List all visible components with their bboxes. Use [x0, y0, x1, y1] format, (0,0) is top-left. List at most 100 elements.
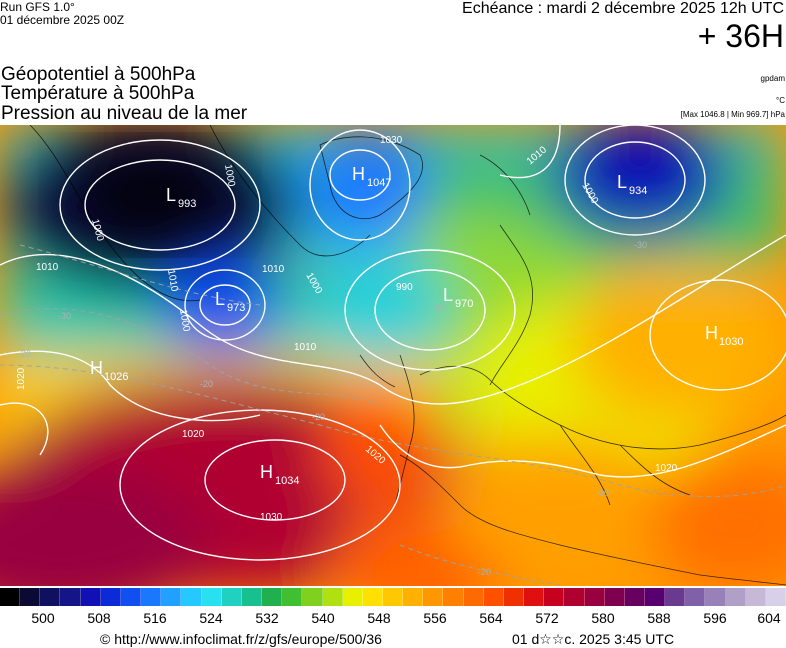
- svg-text:H: H: [260, 462, 273, 482]
- colorbar-swatch: [382, 588, 404, 606]
- high-center: H 1047: [352, 164, 391, 189]
- isotherms: [0, 244, 786, 586]
- generation-time: 01 d☆☆c. 2025 3:45 UTC: [512, 631, 675, 647]
- high-center: H 1030: [705, 323, 743, 348]
- colorbar-tick: 532: [255, 610, 279, 626]
- run-date: 01 décembre 2025 00Z: [0, 13, 125, 27]
- layer-title-geopotential: Géopotentiel à 500hPa: [1, 64, 196, 85]
- isotherm-label: -20: [312, 412, 325, 422]
- colorbar-swatch: [584, 588, 605, 606]
- colorbar-swatch: [262, 588, 283, 606]
- colorbar-swatch: [221, 588, 242, 606]
- colorbar-swatch: [302, 588, 323, 606]
- isotherm-label: -20: [596, 488, 609, 498]
- colorbar-tick: 524: [199, 610, 223, 626]
- svg-text:H: H: [705, 323, 718, 343]
- unit-temperature: °C: [776, 96, 785, 105]
- svg-text:1047: 1047: [367, 177, 391, 189]
- svg-text:L: L: [215, 289, 225, 309]
- colorbar-swatch: [20, 588, 41, 606]
- svg-text:934: 934: [629, 185, 647, 197]
- colorbar-swatch: [725, 588, 746, 606]
- isobar-label: 1030: [260, 512, 283, 523]
- colorbar-swatch: [624, 588, 645, 606]
- colorbar-tick: 580: [591, 610, 615, 626]
- colorbar-swatch: [403, 588, 424, 606]
- colorbar-tick: 588: [647, 610, 671, 626]
- isobar-label: 1020: [16, 367, 27, 390]
- isobar-label: 1010: [294, 342, 317, 353]
- low-center: L 973: [215, 289, 245, 314]
- isobars: [0, 125, 786, 561]
- layer-title-pressure: Pression au niveau de la mer: [1, 103, 248, 124]
- high-center: H 1026: [90, 358, 128, 383]
- colorbar-swatch: [161, 588, 182, 606]
- colorbar-swatch: [524, 588, 545, 606]
- low-center: L 934: [617, 172, 647, 197]
- colorbar-swatch: [201, 588, 222, 606]
- forecast-valid-time: Echéance : mardi 2 décembre 2025 12h UTC: [462, 0, 784, 17]
- colorbar-swatch: [463, 588, 484, 606]
- svg-text:973: 973: [227, 302, 245, 314]
- colorbar-swatch: [443, 588, 464, 606]
- svg-text:L: L: [617, 172, 627, 192]
- colorbar: [0, 588, 786, 606]
- colorbar-swatch: [362, 588, 383, 606]
- colorbar-swatch: [141, 588, 162, 606]
- colorbar-tick: 556: [423, 610, 447, 626]
- colorbar-swatch: [745, 588, 766, 606]
- colorbar-swatch: [0, 588, 21, 606]
- high-center: H 1034: [260, 462, 299, 487]
- layer-title-temperature: Température à 500hPa: [1, 83, 195, 104]
- pressure-range: [Max 1046.8 | Min 969.7] hPa: [680, 110, 785, 119]
- colorbar-swatch: [765, 588, 786, 606]
- isobar-label: 1020: [655, 463, 678, 474]
- isotherm-label: -20: [200, 379, 213, 389]
- isobar-label: 990: [396, 282, 413, 293]
- colorbar-swatch: [604, 588, 625, 606]
- colorbar-tick: 604: [757, 610, 781, 626]
- colorbar-swatch: [705, 588, 726, 606]
- isobar-label: 1030: [380, 135, 403, 146]
- colorbar-swatch: [282, 588, 303, 606]
- colorbar-swatch: [100, 588, 121, 606]
- colorbar-tick: 516: [143, 610, 167, 626]
- colorbar-swatch: [665, 588, 686, 606]
- svg-text:1030: 1030: [719, 336, 743, 348]
- weather-map: 1000 1000 1000 1010 1010 1010 1030 990 1…: [0, 125, 786, 586]
- isobar-label: 1010: [36, 262, 59, 273]
- colorbar-swatch: [423, 588, 444, 606]
- isotherm-label: -30: [432, 303, 445, 313]
- svg-text:L: L: [443, 285, 453, 305]
- colorbar-ticks: 500 508 516 524 532 540 548 556 564 572 …: [0, 610, 786, 626]
- colorbar-swatch: [544, 588, 565, 606]
- svg-text:1034: 1034: [275, 475, 299, 487]
- colorbar-swatch: [685, 588, 706, 606]
- svg-text:1026: 1026: [104, 371, 128, 383]
- isotherm-label: -30: [634, 240, 647, 250]
- colorbar-swatch: [181, 588, 202, 606]
- colorbar-swatch: [322, 588, 343, 606]
- colorbar-tick: 508: [87, 610, 111, 626]
- isotherm-label: -20: [18, 349, 31, 359]
- isobar-label: 1010: [262, 264, 285, 275]
- colorbar-tick: 548: [367, 610, 391, 626]
- colorbar-swatch: [120, 588, 142, 606]
- svg-text:993: 993: [178, 198, 196, 210]
- isotherm-label: -20: [478, 567, 491, 577]
- svg-text:H: H: [90, 358, 103, 378]
- isobar-label: 1020: [182, 429, 205, 440]
- svg-text:H: H: [352, 164, 365, 184]
- colorbar-swatch: [80, 588, 101, 606]
- colorbar-swatch: [60, 588, 81, 606]
- svg-text:970: 970: [455, 298, 473, 310]
- colorbar-tick: 572: [535, 610, 559, 626]
- colorbar-swatch: [645, 588, 666, 606]
- lead-time: + 36H: [697, 18, 784, 54]
- colorbar-swatch: [40, 588, 61, 606]
- colorbar-tick: 564: [479, 610, 503, 626]
- source-credit: © http://www.infoclimat.fr/z/gfs/europe/…: [100, 631, 382, 647]
- colorbar-tick: 540: [311, 610, 335, 626]
- colorbar-swatch: [241, 588, 263, 606]
- isobar-label: 1000: [177, 309, 192, 333]
